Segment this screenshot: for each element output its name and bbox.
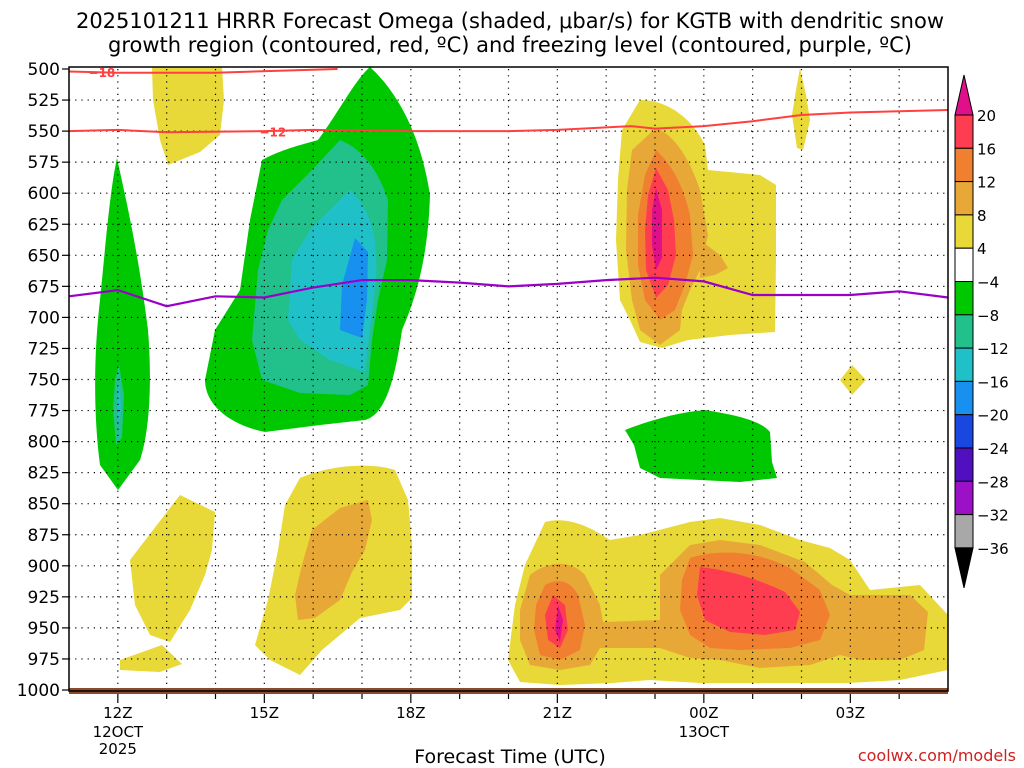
x-tick-label-00Z: 00Z [689,704,718,722]
downward-region-16z-low-orange [295,500,372,620]
y-tick-label-550: 550 [28,122,60,142]
dgz-contour-1 [68,109,949,134]
x-tick-date-0: 12OCT [93,723,144,741]
downward-region-late-low-red [545,567,800,648]
colorbar-bin-3 [954,214,974,249]
downward-region-late-low-magenta [555,605,563,642]
y-tick-label-850: 850 [28,495,60,515]
downward-region-top-right-yellow [792,68,810,150]
colorbar-bin-4 [954,247,974,282]
colorbar-bin-10 [954,447,974,482]
colorbar-under-triangle [954,547,974,589]
downward-region-right-small-yellow [840,365,866,395]
colorbar-bin-8 [954,380,974,416]
downward-region-top-yellow [152,67,224,165]
chart-title-line-1: 2025101211 HRRR Forecast Omega (shaded, … [76,9,944,33]
dgz-contour-0 [68,68,338,74]
y-tick-label-700: 700 [28,308,60,328]
colorbar-label-13: −36 [977,540,1009,558]
upward-region-00z-green [625,410,777,482]
colorbar-bin-6 [954,314,974,349]
y-tick-label-925: 925 [28,588,60,608]
y-tick-label-775: 775 [28,402,60,422]
downward-region-00z-bump-yellow [700,240,728,278]
colorbar-label-6: −8 [977,307,999,325]
colorbar-bin-7 [954,347,974,382]
y-tick-label-875: 875 [28,526,60,546]
x-tick-label-03Z: 03Z [836,704,865,722]
colorbar-bin-5 [954,281,974,316]
y-tick-label-675: 675 [28,277,60,297]
x-tick-year-0: 2025 [99,740,137,758]
x-tick-label-12Z: 12Z [103,704,132,722]
colorbar-label-0: 20 [977,107,996,125]
freezing-level-contour [68,276,949,308]
y-tick-label-500: 500 [28,60,60,80]
colorbar-label-1: 16 [977,140,996,158]
colorbar-label-9: −20 [977,407,1009,425]
dgz-contour-label-18: −18 [89,66,116,80]
y-tick-label-1000: 1000 [17,681,60,701]
dgz-contour-label-12: −12 [259,125,286,139]
upward-region-midday-blue [340,238,368,338]
y-tick-label-975: 975 [28,650,60,670]
colorbar-bin-0 [954,114,974,149]
colorbar-label-10: −24 [977,440,1009,458]
y-tick-label-525: 525 [28,91,60,111]
colorbar-label-2: 12 [977,174,996,192]
upward-region-12z-green [95,158,150,490]
upward-region-12z-cyan [117,380,121,425]
colorbar-label-11: −28 [977,473,1009,491]
downward-region-12z-low-yellow [130,495,215,642]
y-tick-label-575: 575 [28,153,60,173]
x-tick-label-18Z: 18Z [396,704,425,722]
x-tick-label-15Z: 15Z [250,704,279,722]
y-tick-label-600: 600 [28,184,60,204]
y-tick-label-650: 650 [28,246,60,266]
colorbar-label-3: 8 [977,207,987,225]
colorbar-label-4: 4 [977,240,987,258]
x-axis-label: Forecast Time (UTC) [414,746,605,768]
colorbar-bin-1 [954,147,974,183]
contour-lines: −18 −12 [68,66,949,308]
colorbar-bin-2 [954,181,974,216]
colorbar-bin-9 [954,414,974,449]
colorbar: 20 16 12 8 4 −4 −8 −12 −16 −20 −24 −28 −32 −36 [954,74,1009,589]
watermark: coolwx.com/models [858,746,1016,765]
colorbar-label-12: −32 [977,507,1009,525]
y-tick-label-950: 950 [28,619,60,639]
colorbar-label-7: −12 [977,340,1009,358]
y-tick-label-900: 900 [28,557,60,577]
y-tick-label-725: 725 [28,339,60,359]
colorbar-label-8: −16 [977,373,1009,391]
y-tick-label-800: 800 [28,433,60,453]
y-tick-label-625: 625 [28,215,60,235]
colorbar-bin-11 [954,480,974,516]
colorbar-label-5: −4 [977,274,999,292]
y-tick-label-750: 750 [28,371,60,391]
y-tick-label-825: 825 [28,464,60,484]
chart-title-line-2: growth region (contoured, red, ºC) and f… [108,33,912,57]
time-gridlines [117,69,900,690]
colorbar-bin-12 [954,514,974,549]
x-tick-label-21Z: 21Z [543,704,572,722]
y-axis: 500 525 550 575 600 625 650 675 700 725 750 775 800 8… [17,60,69,701]
x-tick-date-4: 13OCT [679,723,730,741]
colorbar-over-triangle [954,74,974,116]
